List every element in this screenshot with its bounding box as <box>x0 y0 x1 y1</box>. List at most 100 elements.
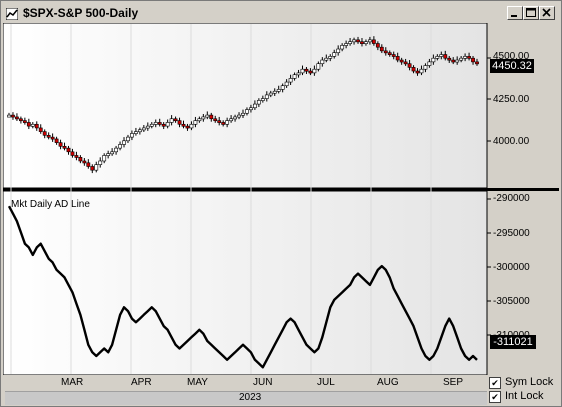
candle-body <box>387 52 392 55</box>
candle-body <box>134 131 138 134</box>
candle-body <box>284 81 289 87</box>
candle-body <box>375 43 380 48</box>
candle-body <box>475 61 479 65</box>
month-label: MAY <box>187 377 208 388</box>
candle-body <box>157 122 162 125</box>
ad-scale-label: -305000 <box>493 296 530 307</box>
candle-body <box>110 151 115 155</box>
candle-body <box>455 59 460 63</box>
candle-body <box>435 56 440 59</box>
ad-panel-bg <box>2 190 488 376</box>
time-axis: MAR APR MAY JUN JUL AUG SEP 2023 ✔ Sym L… <box>3 375 559 405</box>
candle-body <box>268 92 273 96</box>
candle-body <box>256 100 261 105</box>
candle-body <box>90 166 95 171</box>
candle-body <box>38 127 43 132</box>
candle-body <box>30 123 35 127</box>
candle-body <box>209 114 214 120</box>
ad-scale-label: -300000 <box>493 262 530 273</box>
title-bar[interactable]: $SPX-S&P 500-Daily <box>3 3 559 23</box>
candle-body <box>407 63 412 68</box>
candle-body <box>423 65 428 70</box>
candle-body <box>58 142 63 147</box>
candle-body <box>364 41 368 44</box>
price-scale-label: 4000.00 <box>493 136 530 147</box>
chart-area[interactable]: 4500.00 4250.00 4000.00 4450.32 Mkt Dail… <box>2 22 559 376</box>
price-panel-bg <box>2 22 488 189</box>
candle-body <box>141 127 146 131</box>
candle-body <box>237 114 241 118</box>
maximize-button[interactable] <box>523 6 539 20</box>
price-scale-label: 4250.00 <box>493 94 530 105</box>
month-label: JUL <box>317 377 335 388</box>
candle-body <box>201 116 206 120</box>
candle-body <box>114 147 118 153</box>
candle-body <box>233 116 237 120</box>
price-scale-label: 4500.00 <box>493 51 530 62</box>
candle-body <box>86 162 91 167</box>
candle-body <box>225 120 230 125</box>
candle-body <box>272 90 277 94</box>
candle-body <box>153 122 158 125</box>
candle-body <box>15 116 19 120</box>
candle-body <box>439 54 444 57</box>
candle-body <box>205 114 210 118</box>
candle-body <box>296 72 301 76</box>
candle-body <box>7 114 11 118</box>
candle-body <box>463 56 468 59</box>
month-label: MAR <box>61 377 84 388</box>
candle-body <box>360 41 364 44</box>
candle-body <box>193 120 198 125</box>
month-label: SEP <box>443 377 464 388</box>
sym-lock-checkbox[interactable]: ✔ <box>489 377 501 389</box>
candle-body <box>34 123 39 129</box>
candle-body <box>411 67 416 72</box>
candle-body <box>11 114 15 118</box>
candle-body <box>70 151 75 156</box>
ad-panel-title: Mkt Daily AD Line <box>11 199 90 210</box>
candle-body <box>264 94 269 99</box>
candle-body <box>348 41 352 44</box>
int-lock-checkbox[interactable]: ✔ <box>489 391 501 403</box>
candle-body <box>98 160 103 165</box>
candle-body <box>18 118 23 122</box>
candle-body <box>161 123 166 127</box>
month-label: JUN <box>253 377 273 388</box>
candle-body <box>288 78 293 83</box>
candle-body <box>118 144 122 149</box>
candle-body <box>312 68 317 74</box>
candle-body <box>54 138 59 143</box>
candle-body <box>415 70 420 74</box>
candle-body <box>62 145 67 149</box>
month-label: APR <box>131 377 152 388</box>
candle-body <box>78 157 83 162</box>
candle-body <box>300 68 305 74</box>
candle-body <box>22 120 27 123</box>
ad-line-series <box>7 205 478 369</box>
close-button[interactable] <box>539 6 555 20</box>
candle-body <box>169 118 174 123</box>
minimize-button[interactable] <box>507 6 523 20</box>
candle-body <box>391 54 396 57</box>
candle-body <box>368 39 372 43</box>
candle-body <box>126 136 130 142</box>
candle-body <box>459 57 464 61</box>
candle-body <box>395 56 400 61</box>
candle-body <box>130 133 134 138</box>
month-label: AUG <box>377 377 399 388</box>
candle-body <box>324 57 329 61</box>
candle-body <box>213 118 218 122</box>
candle-body <box>276 89 281 92</box>
chart-canvas[interactable] <box>2 22 559 376</box>
candle-body <box>197 118 202 122</box>
ad-scale-label: -295000 <box>493 228 530 239</box>
candle-body <box>42 131 47 136</box>
ad-scale-label: -290000 <box>493 193 530 204</box>
candle-body <box>149 123 154 127</box>
candle-body <box>245 109 249 114</box>
candle-body <box>356 39 360 43</box>
chart-app-icon <box>5 7 19 21</box>
candle-body <box>308 70 313 74</box>
candle-body <box>431 57 436 63</box>
candle-body <box>304 68 309 72</box>
